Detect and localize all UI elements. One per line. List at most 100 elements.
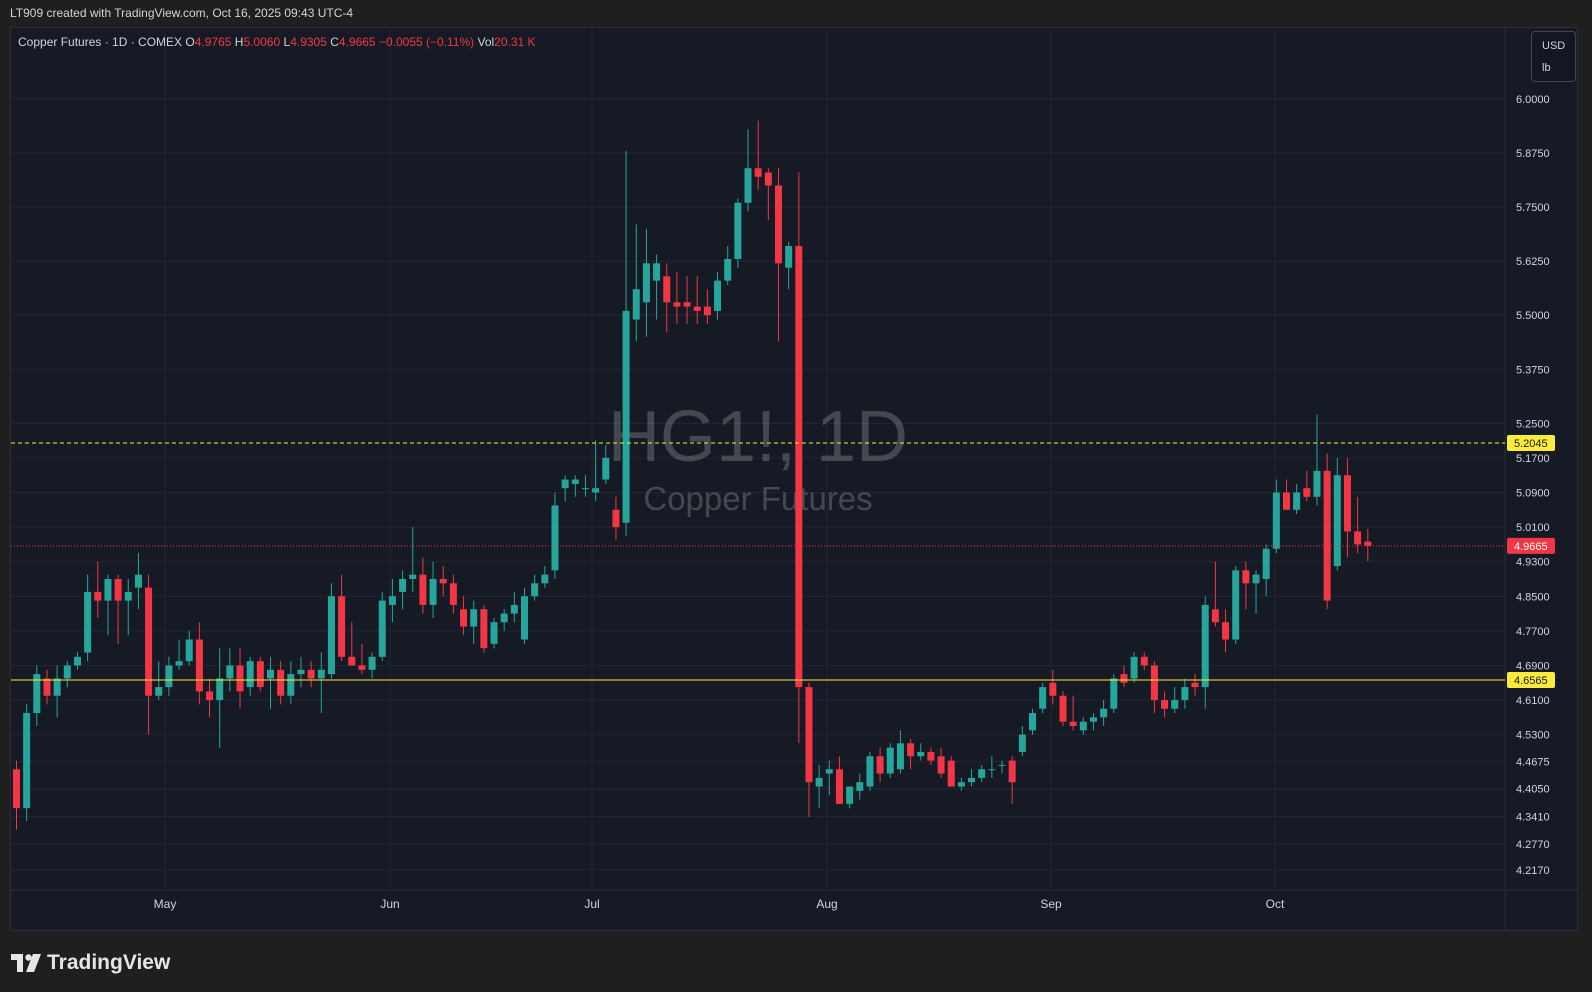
candle [1323, 453, 1331, 610]
candle-body [1069, 721, 1077, 727]
price-tick-label: 4.8500 [1516, 591, 1550, 603]
candle [134, 553, 142, 610]
low-value: 4.9305 [290, 35, 327, 49]
candle-body [1303, 488, 1311, 497]
candle [53, 665, 61, 718]
candle [114, 574, 122, 644]
candle-body [1222, 622, 1230, 640]
candle-body [23, 713, 31, 809]
time-tick-label: Jun [380, 897, 399, 911]
unit-label: lb [1542, 62, 1551, 74]
candle-body [988, 769, 996, 771]
candle-body [1333, 475, 1341, 567]
candle [1191, 674, 1199, 696]
candle [1222, 609, 1230, 653]
candle [267, 656, 274, 709]
candle-body [165, 665, 173, 688]
candle [1039, 682, 1047, 714]
candle [124, 578, 132, 636]
candle [338, 574, 346, 662]
candle-body [1343, 475, 1351, 532]
candle [1343, 457, 1351, 558]
candle [1232, 566, 1240, 644]
candle [764, 168, 772, 221]
candle-body [348, 656, 356, 666]
volume-value: 20.31 K [494, 35, 536, 49]
price-tick-label: 4.6100 [1516, 695, 1550, 707]
candle-body [104, 578, 112, 601]
price-tick-label: 4.6900 [1516, 660, 1550, 672]
candle [1211, 561, 1219, 627]
candle [805, 682, 813, 817]
candle-body [775, 185, 782, 264]
candle [1110, 674, 1118, 714]
candle-body [449, 583, 457, 605]
candle-body [1293, 492, 1301, 510]
currency-unit-selector[interactable]: USD lb [1531, 31, 1576, 82]
candle-body [1100, 708, 1108, 718]
candle [1354, 496, 1362, 554]
candle [1100, 700, 1108, 727]
candle [1242, 561, 1250, 610]
candle [490, 617, 498, 649]
candle-body [795, 246, 803, 688]
candle [378, 591, 386, 662]
candle [1069, 695, 1077, 731]
candle [439, 566, 447, 597]
candle [1313, 414, 1321, 506]
candle [510, 591, 518, 623]
candle-body [317, 669, 325, 679]
candle-body [1191, 682, 1199, 688]
candle [216, 648, 224, 748]
price-tick-label: 5.0100 [1516, 522, 1550, 534]
candles [13, 120, 1372, 830]
candle-body [805, 687, 813, 783]
candle [94, 561, 102, 618]
candle [835, 756, 843, 804]
candle-body [368, 656, 376, 670]
candle-body [1049, 682, 1057, 696]
candle-body [13, 769, 20, 809]
candle [388, 578, 396, 623]
candle-body [216, 678, 224, 701]
candle [1059, 691, 1067, 727]
candle-body [1211, 609, 1219, 623]
candle [409, 527, 417, 592]
candle [1293, 483, 1301, 515]
candle-body [378, 600, 386, 657]
candle [1130, 652, 1138, 683]
candle [195, 622, 203, 705]
candle [287, 661, 295, 705]
candle [1272, 479, 1280, 554]
candle [663, 263, 671, 333]
price-tick-label: 5.2500 [1516, 418, 1550, 430]
candle [632, 224, 640, 342]
candle-body [1242, 570, 1250, 584]
symbol-description[interactable]: Copper Futures · 1D · COMEX [18, 35, 183, 49]
candle-body [1120, 674, 1128, 683]
candle-body [602, 457, 610, 480]
candle-body [653, 263, 661, 281]
candle [612, 496, 620, 541]
candle [33, 665, 41, 727]
horizontal-lines: 5.2045 4.9665 4.6565 [11, 434, 1555, 688]
candle [846, 786, 854, 809]
tradingview-logo[interactable]: TradingView [11, 950, 170, 976]
candle [531, 574, 539, 601]
candle-body [907, 743, 915, 757]
candle-body [1354, 531, 1362, 545]
candle [1150, 661, 1158, 714]
candle-body [1089, 717, 1097, 722]
candle [927, 747, 935, 765]
close-value: 4.9665 [338, 35, 376, 49]
candle [907, 738, 915, 770]
candle [1161, 691, 1169, 718]
candle [521, 587, 528, 644]
candle [84, 574, 92, 662]
candle-body [1150, 665, 1158, 701]
tradingview-brand: TradingView [47, 951, 171, 974]
candle [876, 747, 884, 783]
candle-body [33, 674, 41, 714]
candle [43, 669, 51, 705]
